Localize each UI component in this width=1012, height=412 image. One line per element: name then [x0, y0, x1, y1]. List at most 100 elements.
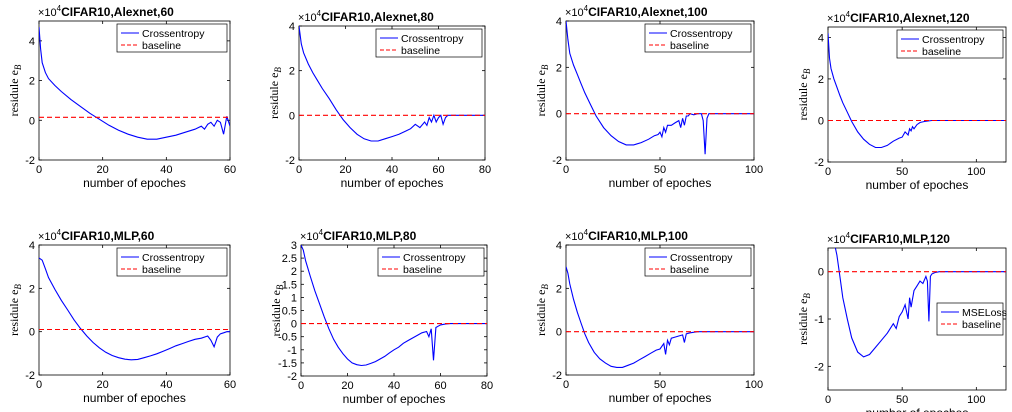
y-tick-label: 0: [818, 267, 824, 279]
chart-title-group: ×104CIFAR10,Alexnet,60: [38, 4, 174, 19]
y-tick-label: -2: [285, 155, 295, 167]
chart-title-group: ×104CIFAR10,MLP,120: [827, 231, 950, 246]
y-tick-label: 4: [556, 240, 562, 252]
exponent-value: 4: [57, 4, 62, 13]
chart-title-group: ×104CIFAR10,Alexnet,120: [827, 10, 970, 25]
y-tick-label: 4: [289, 21, 295, 33]
series-line-crossentropy: [299, 26, 485, 142]
legend-entry-crossentropy: Crossentropy: [670, 252, 733, 264]
y-tick-label: 1: [291, 292, 297, 304]
y-axis-label-text: residule e: [269, 290, 283, 336]
y-axis-label-subscript: B: [275, 284, 285, 290]
subplot-1: 0 20 40 60-2024×104CIFAR10,Alexnet,60number…: [7, 4, 236, 190]
y-tick-label: -2: [25, 370, 35, 382]
x-tick-label: 60: [224, 379, 236, 391]
legend-entry-crossentropy: Crossentropy: [142, 252, 205, 264]
x-axis-label: number of epoches: [609, 391, 712, 405]
y-tick-label: 4: [29, 36, 35, 48]
x-tick-label: 60: [434, 380, 446, 392]
series-line-crossentropy: [39, 26, 230, 140]
y-tick-label: 2: [29, 283, 35, 295]
chart-title-group: ×104CIFAR10,MLP,80: [300, 228, 417, 243]
y-axis-label-subscript: B: [802, 293, 812, 299]
series-line-crossentropy: [566, 266, 754, 368]
x-axis-label: number of epoches: [866, 178, 969, 192]
y-axis-label-subscript: B: [273, 67, 283, 73]
subplot-8: 0 50 100 -2 -1 0 ×104CIFAR10,MLP,120 number of …: [796, 231, 1007, 412]
x-tick-label: 40: [388, 380, 400, 392]
x-tick-label: 0: [825, 394, 831, 406]
y-tick-label: -1: [814, 314, 824, 326]
y-tick-label: -2: [814, 157, 824, 169]
y-tick-label: 2.5: [282, 253, 297, 265]
legend-box: [936, 302, 1004, 336]
x-tick-label: 50: [654, 164, 666, 176]
y-tick-label: -0.5: [278, 332, 297, 344]
chart-title: CIFAR10,Alexnet,120: [850, 11, 970, 25]
x-tick-label: 50: [654, 379, 666, 391]
x-tick-label: 40: [386, 164, 398, 176]
y-tick-label: -1.5: [278, 358, 297, 370]
chart-title-group: ×104CIFAR10,MLP,100: [565, 228, 688, 243]
exponent-label: ×10: [38, 231, 57, 243]
legend-entry-baseline: baseline: [142, 40, 181, 52]
exponent-value: 4: [319, 228, 324, 237]
legend-entry-crossentropy: Crossentropy: [403, 252, 466, 264]
legend-entry-mseloss: MSELoss: [962, 307, 1007, 319]
x-tick-label: 60: [432, 164, 444, 176]
x-tick-label: 50: [896, 394, 908, 406]
x-tick-label: 40: [160, 379, 172, 391]
y-axis-label: residule eB: [534, 284, 550, 336]
x-axis-label: number of epoches: [83, 391, 186, 405]
y-tick-label: 2: [291, 266, 297, 278]
series-line-crossentropy: [39, 257, 230, 361]
x-tick-label: 80: [481, 380, 493, 392]
exponent-value: 4: [846, 231, 851, 240]
legend-box: [644, 23, 752, 53]
exponent-label: ×10: [298, 12, 317, 24]
y-tick-label: -2: [287, 371, 297, 383]
legend-entry-baseline: baseline: [670, 40, 709, 52]
y-axis-label: residule eB: [267, 67, 283, 119]
x-tick-label: 0: [36, 164, 42, 176]
legend-box: [644, 247, 752, 277]
y-axis-label-subscript: B: [540, 64, 550, 70]
y-axis-label: residule eB: [796, 293, 812, 345]
x-tick-label: 100: [745, 379, 763, 391]
y-axis-label-subscript: B: [540, 284, 550, 290]
legend-entry-baseline: baseline: [962, 319, 1001, 331]
legend-box: [377, 247, 485, 277]
chart-title: CIFAR10,Alexnet,60: [61, 5, 174, 19]
x-tick-label: 0: [298, 380, 304, 392]
y-tick-label: 2: [289, 66, 295, 78]
x-axis-label: number of epoches: [83, 176, 186, 190]
legend-entry-crossentropy: Crossentropy: [401, 33, 464, 45]
chart-title-group: ×104CIFAR10,Alexnet,80: [298, 9, 434, 24]
x-axis-label: number of epoches: [341, 176, 444, 190]
exponent-label: ×10: [38, 7, 57, 19]
y-tick-label: 0: [29, 115, 35, 127]
x-tick-label: 60: [224, 164, 236, 176]
series-line-mseloss: [834, 248, 1006, 358]
y-axis-label-subscript: B: [13, 64, 23, 70]
y-tick-label: 2: [556, 283, 562, 295]
x-tick-label: 0: [825, 166, 831, 178]
chart-title: CIFAR10,Alexnet,100: [588, 5, 708, 19]
y-tick-label: 4: [29, 240, 35, 252]
y-axis-label-text: residule e: [796, 74, 810, 120]
x-tick-label: 0: [296, 164, 302, 176]
y-tick-label: 0: [556, 327, 562, 339]
y-tick-label: 0: [289, 110, 295, 122]
x-tick-label: 20: [341, 380, 353, 392]
y-tick-label: 1.5: [282, 279, 297, 291]
x-tick-label: 80: [479, 164, 491, 176]
legend-entry-baseline: baseline: [401, 45, 440, 57]
chart-title: CIFAR10,MLP,60: [61, 229, 154, 243]
y-axis-label: residule eB: [269, 284, 285, 336]
exponent-value: 4: [317, 9, 322, 18]
y-axis-label-subscript: B: [802, 68, 812, 74]
